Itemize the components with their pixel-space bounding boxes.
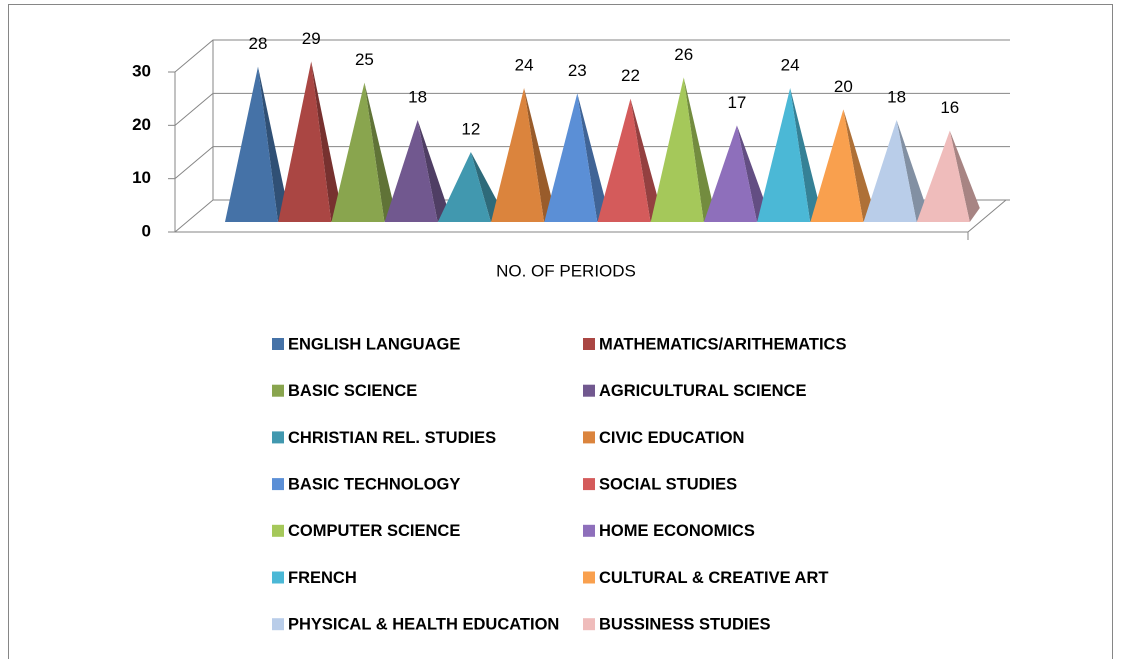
pyramid-side: [417, 120, 448, 222]
y-tick-label: 20: [132, 115, 151, 134]
pyramid-side: [311, 61, 342, 223]
pyramid-side: [843, 109, 874, 222]
pyramid: [331, 82, 385, 223]
legend-label: BASIC TECHNOLOGY: [288, 475, 460, 493]
legend-swatch: [583, 478, 595, 491]
y-tick-label: 10: [132, 168, 151, 187]
legend-swatch: [583, 338, 595, 350]
legend-swatch: [272, 571, 284, 584]
legend-label: HOME ECONOMICS: [599, 522, 755, 540]
legend-swatch: [272, 478, 284, 491]
data-label: 23: [568, 61, 587, 80]
data-label: 16: [940, 98, 959, 117]
pyramid: [384, 120, 438, 222]
data-label: 20: [834, 77, 853, 96]
x-tick-label: NO. OF PERIODS: [496, 261, 636, 280]
pyramid-side: [470, 152, 501, 222]
pyramid-side: [790, 88, 821, 222]
pyramid: [491, 88, 545, 222]
legend-label: ENGLISH LANGUAGE: [288, 335, 460, 353]
legend-swatch: [272, 384, 284, 397]
data-label: 26: [674, 45, 693, 64]
data-label: 29: [302, 29, 321, 48]
grid-line: [174, 92, 1010, 126]
pyramid: [916, 130, 970, 222]
chart-frame: [8, 4, 1113, 659]
pyramid-side: [258, 66, 288, 223]
pyramid-side: [896, 120, 927, 222]
pyramid: [437, 152, 491, 222]
pyramid: [703, 125, 757, 222]
legend-swatch: [583, 431, 595, 444]
pyramid: [757, 88, 811, 222]
data-label: 24: [515, 55, 534, 74]
pyramid-side: [630, 98, 661, 222]
pyramid: [650, 77, 704, 222]
legend-swatch: [272, 618, 284, 631]
legend-label: PHYSICAL & HEALTH EDUCATION: [288, 616, 559, 634]
pyramid-side: [577, 93, 608, 222]
legend-label: COMPUTER SCIENCE: [288, 522, 460, 540]
legend-swatch: [272, 524, 284, 537]
grid-line: [174, 39, 1010, 73]
legend-swatch: [583, 571, 595, 584]
pyramid: [810, 109, 864, 222]
legend-swatch: [272, 431, 284, 444]
pyramid-side: [683, 77, 714, 222]
legend-label: BASIC SCIENCE: [288, 382, 417, 400]
pyramid-side: [949, 130, 980, 222]
data-label: 28: [249, 34, 268, 53]
data-label: 22: [621, 66, 640, 85]
pyramid: [544, 93, 598, 222]
legend-label: CHRISTIAN REL. STUDIES: [288, 429, 496, 447]
data-label: 12: [461, 119, 480, 138]
data-label: 25: [355, 50, 374, 69]
legend-swatch: [272, 338, 284, 350]
legend-swatch: [583, 618, 595, 631]
pyramid: [863, 120, 917, 222]
pyramid: [597, 98, 651, 222]
legend-label: CULTURAL & CREATIVE ART: [599, 569, 828, 587]
legend-label: BUSSINESS STUDIES: [599, 616, 770, 634]
pyramid: [278, 61, 332, 223]
pyramid-side: [736, 125, 767, 222]
y-tick-label: 0: [142, 221, 151, 240]
y-tick-label: 30: [132, 61, 151, 80]
legend-label: FRENCH: [288, 569, 357, 587]
data-label: 17: [727, 93, 746, 112]
data-label: 24: [781, 55, 800, 74]
pyramid: [225, 66, 278, 223]
pyramid-side: [364, 82, 395, 223]
data-label: 18: [408, 87, 427, 106]
pyramid-side: [524, 88, 555, 222]
legend-label: AGRICULTURAL SCIENCE: [599, 382, 806, 400]
data-label: 18: [887, 87, 906, 106]
legend-label: CIVIC EDUCATION: [599, 429, 744, 447]
legend-swatch: [583, 524, 595, 537]
legend-label: MATHEMATICS/ARITHEMATICS: [599, 335, 846, 353]
axis-line: [174, 72, 1007, 233]
legend-swatch: [583, 384, 595, 397]
legend-label: SOCIAL STUDIES: [599, 475, 737, 493]
